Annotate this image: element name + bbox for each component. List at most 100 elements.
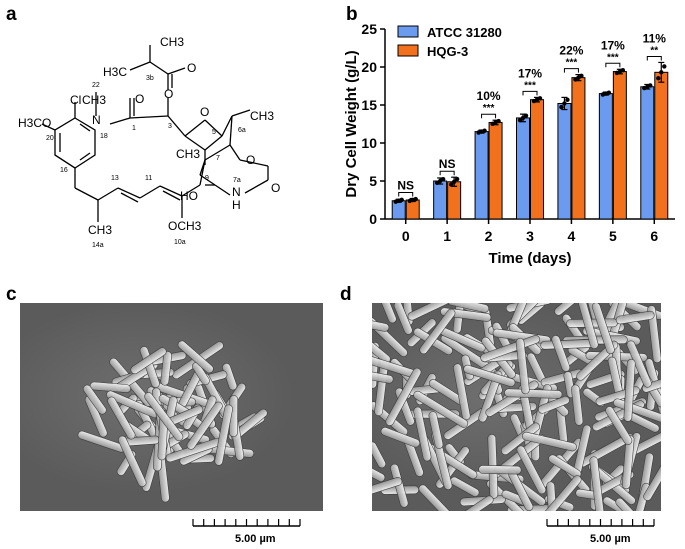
bacterial-rod xyxy=(144,392,184,442)
data-point xyxy=(448,182,454,187)
bacterial-rod xyxy=(139,346,160,388)
data-point xyxy=(565,97,570,103)
label-ch3-top: CH3 xyxy=(160,35,184,49)
label-14a: 14a xyxy=(92,242,104,249)
significance-bracket xyxy=(439,170,455,176)
bacterial-rod xyxy=(177,340,214,374)
bacterial-rod xyxy=(457,495,494,511)
label-20: 20 xyxy=(46,135,54,142)
data-point xyxy=(440,176,446,182)
data-point xyxy=(520,115,526,121)
bacterial-rod xyxy=(453,363,471,421)
data-point xyxy=(559,104,564,110)
bar xyxy=(474,131,489,220)
x-tick-label: 6 xyxy=(650,228,658,244)
data-point xyxy=(656,76,661,81)
data-point xyxy=(662,64,667,69)
label-ch3-n: CH3 xyxy=(82,93,106,107)
bar xyxy=(640,86,655,220)
label-epoxide-o: O xyxy=(200,105,209,119)
bacterial-rod xyxy=(160,351,172,386)
percent-label: 10% xyxy=(477,89,501,103)
label-amide-n: N xyxy=(92,113,101,127)
label-11: 11 xyxy=(145,175,152,182)
label-ch3-4: CH3 xyxy=(176,147,200,161)
significance-label: *** xyxy=(524,80,536,91)
bacterial-rod xyxy=(372,477,403,496)
data-point xyxy=(413,196,418,202)
percent-label: 22% xyxy=(559,44,583,58)
sem-image-d xyxy=(372,303,661,511)
significance-bracket xyxy=(522,90,538,96)
label-6a: 6a xyxy=(238,127,246,134)
label-ch3-6a: CH3 xyxy=(250,109,274,123)
bacterial-rod xyxy=(621,435,635,490)
bacterial-rod xyxy=(372,368,394,384)
bacterial-rod xyxy=(407,303,458,321)
scale-bar-d xyxy=(546,519,655,527)
data-point xyxy=(399,197,404,203)
data-point xyxy=(562,101,567,106)
data-point xyxy=(659,70,664,75)
label-amide-o: O xyxy=(135,92,144,106)
data-point xyxy=(517,118,523,123)
bacterial-rod xyxy=(516,445,547,495)
significance-bracket xyxy=(398,191,414,197)
bar xyxy=(557,102,572,220)
data-point xyxy=(482,128,487,133)
bar xyxy=(598,93,613,220)
bacterial-rod xyxy=(390,463,409,508)
sem-image-c xyxy=(20,303,323,511)
significance-label: *** xyxy=(607,52,619,63)
bacterial-rod xyxy=(537,395,570,414)
bacterial-rod xyxy=(548,454,582,479)
percent-label: 17% xyxy=(518,66,542,80)
bacterial-rod xyxy=(419,308,456,355)
label-10a: 10a xyxy=(174,239,186,246)
bacterial-rod xyxy=(615,497,639,511)
legend-label: ATCC 31280 xyxy=(427,25,502,40)
scale-label-c: 5.00 µm xyxy=(235,533,276,545)
bacterial-rod xyxy=(501,422,540,456)
bar xyxy=(516,117,530,220)
label-nh-h: H xyxy=(232,198,241,212)
x-tick-label: 0 xyxy=(402,228,410,244)
bacterial-rod xyxy=(446,303,490,313)
bacterial-rod xyxy=(418,484,454,511)
significance-label: ** xyxy=(650,45,658,56)
bacterial-rod xyxy=(222,363,238,391)
label-7a: 7a xyxy=(233,177,241,184)
bacterial-rod xyxy=(428,411,444,449)
bacterial-rod xyxy=(605,406,633,445)
data-point xyxy=(496,118,501,124)
label-7: 7 xyxy=(216,155,220,162)
label-3b: 3b xyxy=(146,75,154,82)
bar xyxy=(447,181,462,220)
bacterial-rod xyxy=(463,364,516,387)
y-tick-label: 15 xyxy=(361,97,377,113)
bacterial-rod xyxy=(623,358,636,422)
bar xyxy=(488,121,503,220)
y-tick-label: 25 xyxy=(361,21,377,37)
significance-bracket xyxy=(563,68,579,73)
data-point xyxy=(620,67,626,73)
bacterial-rod xyxy=(376,303,397,324)
data-point xyxy=(606,90,612,95)
bacterial-rod xyxy=(647,305,661,364)
bacterial-rod xyxy=(107,396,136,440)
x-axis-label: Time (days) xyxy=(488,250,571,267)
bar xyxy=(433,180,448,220)
bacterial-rod xyxy=(118,435,147,487)
y-axis-label: Dry Cell Weight (g/L) xyxy=(343,50,360,197)
bacterial-rod xyxy=(372,441,386,469)
bacterial-rod xyxy=(478,370,503,423)
label-13: 13 xyxy=(111,175,119,182)
significance-label: NS xyxy=(439,157,456,171)
bacterial-rod xyxy=(192,362,210,386)
bacterial-rod xyxy=(214,404,233,466)
bacterial-rod xyxy=(380,427,421,448)
label-cl: Cl xyxy=(70,93,81,107)
significance-bracket xyxy=(605,62,621,68)
x-tick-label: 4 xyxy=(568,228,576,244)
x-tick-label: 5 xyxy=(609,228,617,244)
